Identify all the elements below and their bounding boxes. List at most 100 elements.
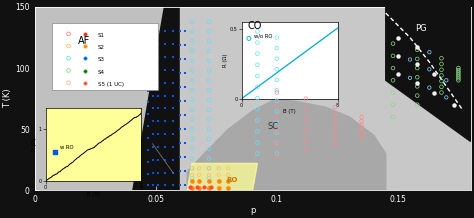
Point [188, 49, 196, 53]
Point [188, 167, 196, 170]
Point [389, 66, 397, 70]
Point [162, 184, 169, 187]
Point [302, 138, 310, 141]
Point [438, 85, 445, 89]
Point [215, 180, 222, 183]
Polygon shape [187, 99, 386, 190]
Point [149, 119, 157, 123]
Point [254, 74, 261, 78]
Point [149, 81, 157, 85]
Point [413, 63, 421, 66]
Point [358, 136, 365, 140]
Point [225, 180, 232, 183]
Point [149, 184, 157, 187]
Point [188, 186, 196, 190]
Point [188, 88, 196, 92]
Point [273, 57, 281, 60]
Point [273, 154, 281, 158]
Point [225, 173, 232, 177]
Point [145, 101, 152, 104]
Point [426, 86, 433, 89]
Point [145, 65, 152, 69]
Point [155, 68, 162, 72]
Point [426, 50, 433, 54]
Point [215, 173, 222, 177]
Point [145, 112, 152, 116]
Point [205, 118, 213, 121]
Point [188, 147, 196, 150]
Point [450, 103, 457, 106]
Point [254, 130, 261, 133]
Point [162, 119, 169, 123]
Point [188, 78, 196, 82]
Point [215, 180, 222, 183]
Point [149, 158, 157, 162]
Point [188, 186, 196, 190]
Point [205, 30, 213, 33]
Point [176, 184, 184, 187]
Point [82, 44, 89, 48]
Point [162, 68, 169, 72]
Point [149, 171, 157, 174]
Point [181, 156, 189, 159]
Point [205, 69, 213, 72]
Point [181, 114, 189, 117]
Point [195, 186, 203, 190]
Point [176, 72, 184, 75]
Point [430, 91, 438, 94]
Point [455, 77, 462, 80]
Point [162, 30, 169, 33]
Point [169, 171, 176, 174]
Point [65, 56, 73, 60]
Point [82, 69, 89, 72]
Point [225, 180, 232, 183]
Text: PG: PG [415, 24, 427, 33]
Point [181, 44, 189, 47]
Point [358, 115, 365, 119]
Point [145, 160, 152, 164]
Point [205, 186, 213, 190]
Point [65, 81, 73, 85]
Point [188, 59, 196, 63]
Point [205, 108, 213, 111]
Point [254, 85, 261, 89]
Point [273, 129, 281, 132]
Point [205, 157, 213, 160]
Point [149, 30, 157, 33]
Point [273, 141, 281, 145]
Point [188, 186, 196, 190]
Point [205, 173, 213, 177]
Point [162, 145, 169, 149]
Point [162, 171, 169, 174]
Point [195, 180, 203, 183]
Point [155, 107, 162, 110]
Point [145, 136, 152, 140]
Point [188, 20, 196, 23]
Point [145, 172, 152, 175]
Point [302, 128, 310, 131]
Point [443, 96, 450, 99]
Point [155, 94, 162, 97]
Point [169, 94, 176, 97]
Point [254, 141, 261, 144]
Point [394, 36, 401, 39]
Point [149, 132, 157, 136]
Point [438, 62, 445, 66]
Point [162, 132, 169, 136]
Text: CO: CO [248, 21, 262, 31]
Point [155, 119, 162, 123]
Point [205, 180, 213, 183]
Point [205, 186, 213, 190]
Point [413, 48, 421, 51]
Point [406, 58, 414, 61]
Point [205, 167, 213, 170]
Point [205, 78, 213, 82]
Polygon shape [386, 7, 471, 141]
Point [188, 108, 196, 111]
Point [181, 184, 189, 187]
Point [205, 88, 213, 92]
Point [162, 43, 169, 46]
Point [358, 124, 365, 127]
Point [155, 184, 162, 187]
Point [358, 128, 365, 131]
